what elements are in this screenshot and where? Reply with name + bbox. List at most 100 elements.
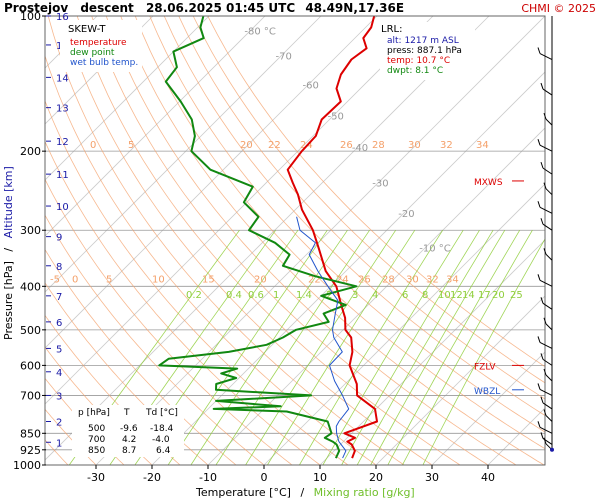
wind-barb-shaft — [542, 358, 553, 366]
table-cell: 700 — [88, 435, 105, 445]
mixing-ratio-label: 20 — [492, 290, 505, 301]
axes: 1002003004005006007008509251000123456789… — [13, 10, 524, 484]
mixing-ratio-line — [299, 229, 444, 465]
wind-barb-flag — [537, 336, 541, 343]
x-axis-title: Temperature [°C] / Mixing ratio [g/kg] — [195, 486, 415, 499]
wind-barb — [537, 274, 553, 287]
isotherm-line — [45, 16, 154, 125]
isotherm-label: -40 — [352, 143, 368, 154]
mixing-ratio-label: 3 — [352, 290, 358, 301]
wind-barb-flag — [540, 218, 544, 225]
km-tick-label: 11 — [56, 170, 69, 181]
mixing-ratio-label: 1.4 — [296, 290, 312, 301]
wind-barb — [537, 336, 553, 349]
y-axis-press: Pressure [hPa] — [2, 261, 15, 340]
isotherm-label: -80 °C — [244, 27, 276, 38]
dry-adiabat-label: 30 — [406, 274, 419, 285]
x-tick-label: 0 — [261, 471, 268, 484]
wind-barb-flag — [540, 161, 544, 169]
isotherm-line — [45, 16, 434, 405]
mixing-ratio-line — [422, 238, 545, 465]
mixing-ratio-label: 0.4 — [226, 290, 242, 301]
lrl-background — [380, 22, 475, 80]
legend: SKEW-T temperature dew point wet bulb te… — [60, 20, 142, 72]
wind-barb-flag — [543, 368, 547, 376]
copyright: CHMI © 2025 — [521, 2, 596, 15]
isotherm-line — [263, 183, 545, 465]
wind-barb — [537, 421, 553, 434]
wind-barb-flag — [537, 421, 541, 428]
wind-barb-shaft — [545, 118, 553, 126]
wind-barb — [543, 112, 553, 126]
wind-surface-dot — [550, 447, 554, 452]
mixing-ratio-line — [402, 229, 533, 465]
dry-adiabat — [207, 16, 545, 368]
x-tick-label: 40 — [481, 471, 495, 484]
wind-barb-shaft — [542, 402, 553, 410]
mixing-ratio-label: 4 — [372, 290, 378, 301]
dry-adiabat — [47, 16, 405, 465]
header-kind: descent — [80, 1, 134, 15]
wind-barb-flag — [540, 353, 544, 360]
y-tick-label: 925 — [20, 444, 41, 457]
wind-barb-shaft — [539, 206, 553, 214]
table-cell: 6.4 — [156, 446, 171, 456]
km-tick-label: 2 — [56, 417, 62, 428]
legend-box — [60, 20, 142, 72]
mixing-ratio-line — [245, 229, 397, 465]
isotherm-label: -70 — [275, 52, 291, 63]
wind-barb — [543, 248, 553, 261]
wind-barb — [543, 409, 553, 422]
table-cell: -4.0 — [152, 435, 170, 445]
dry-adiabat — [45, 140, 321, 465]
dewpoint-line — [158, 16, 358, 459]
isotherm-line — [45, 16, 322, 293]
wind-barb-shaft — [539, 389, 553, 396]
x-tick-label: 20 — [369, 471, 383, 484]
mixing-ratio-line — [190, 229, 348, 465]
mixing-ratio-label: 10 — [438, 290, 451, 301]
table-cell: 8.7 — [122, 446, 136, 456]
lrl-temp: temp: 10.7 °C — [387, 56, 450, 66]
isotherm-line — [375, 295, 545, 465]
wind-barb-shaft — [542, 167, 553, 175]
wind-barb-flag — [540, 396, 544, 404]
mixing-ratio-label: 12 — [450, 290, 463, 301]
wind-barb-flag — [537, 47, 541, 54]
km-tick-label: 14 — [56, 73, 69, 84]
wind-barb-flag — [543, 409, 547, 416]
wetbulb-line — [296, 216, 350, 459]
table-cell: 850 — [88, 446, 105, 456]
km-tick-label: 5 — [56, 344, 62, 355]
wind-barb-shaft — [539, 279, 553, 287]
plot-frame — [44, 15, 546, 466]
km-tick-label: 9 — [56, 233, 62, 244]
km-tick-label: 6 — [56, 318, 62, 329]
dry-adiabat-label: 20 — [254, 274, 267, 285]
y-axis-alt: Altitude [km] — [2, 166, 15, 238]
values-table: p [hPa] T Td [°C] 500 -9.6 -18.4 700 4.2… — [72, 405, 184, 457]
wind-barb-shaft — [539, 341, 553, 349]
wind-barb-shaft — [545, 323, 553, 331]
legend-temperature: temperature — [70, 38, 127, 48]
wind-barb-flag — [543, 437, 547, 444]
wind-barb — [540, 353, 553, 366]
x-tick-label: 10 — [313, 471, 327, 484]
km-tick-label: 13 — [56, 104, 69, 115]
wind-barb-flag — [540, 82, 544, 90]
table-header-td: Td [°C] — [145, 408, 178, 418]
legend-dewpoint: dew point — [70, 48, 115, 58]
wind-barb-flag — [543, 248, 547, 255]
mixing-ratio-line — [322, 229, 464, 465]
mixing-ratio-label: 14 — [462, 290, 475, 301]
x-tick-label: 30 — [425, 471, 439, 484]
isotherm-line — [207, 127, 545, 465]
mixing-ratio-line — [370, 229, 506, 465]
dry-adiabat — [45, 408, 97, 465]
header-title: Prostejov descent 28.06.2025 01:45 UTC 4… — [4, 1, 404, 15]
dry-adiabat-label: 34 — [446, 274, 459, 285]
y-tick-label: 500 — [20, 324, 41, 337]
wind-barb-flag — [537, 274, 541, 281]
km-tick-label: 7 — [56, 292, 62, 303]
isotherm-line — [45, 16, 490, 461]
